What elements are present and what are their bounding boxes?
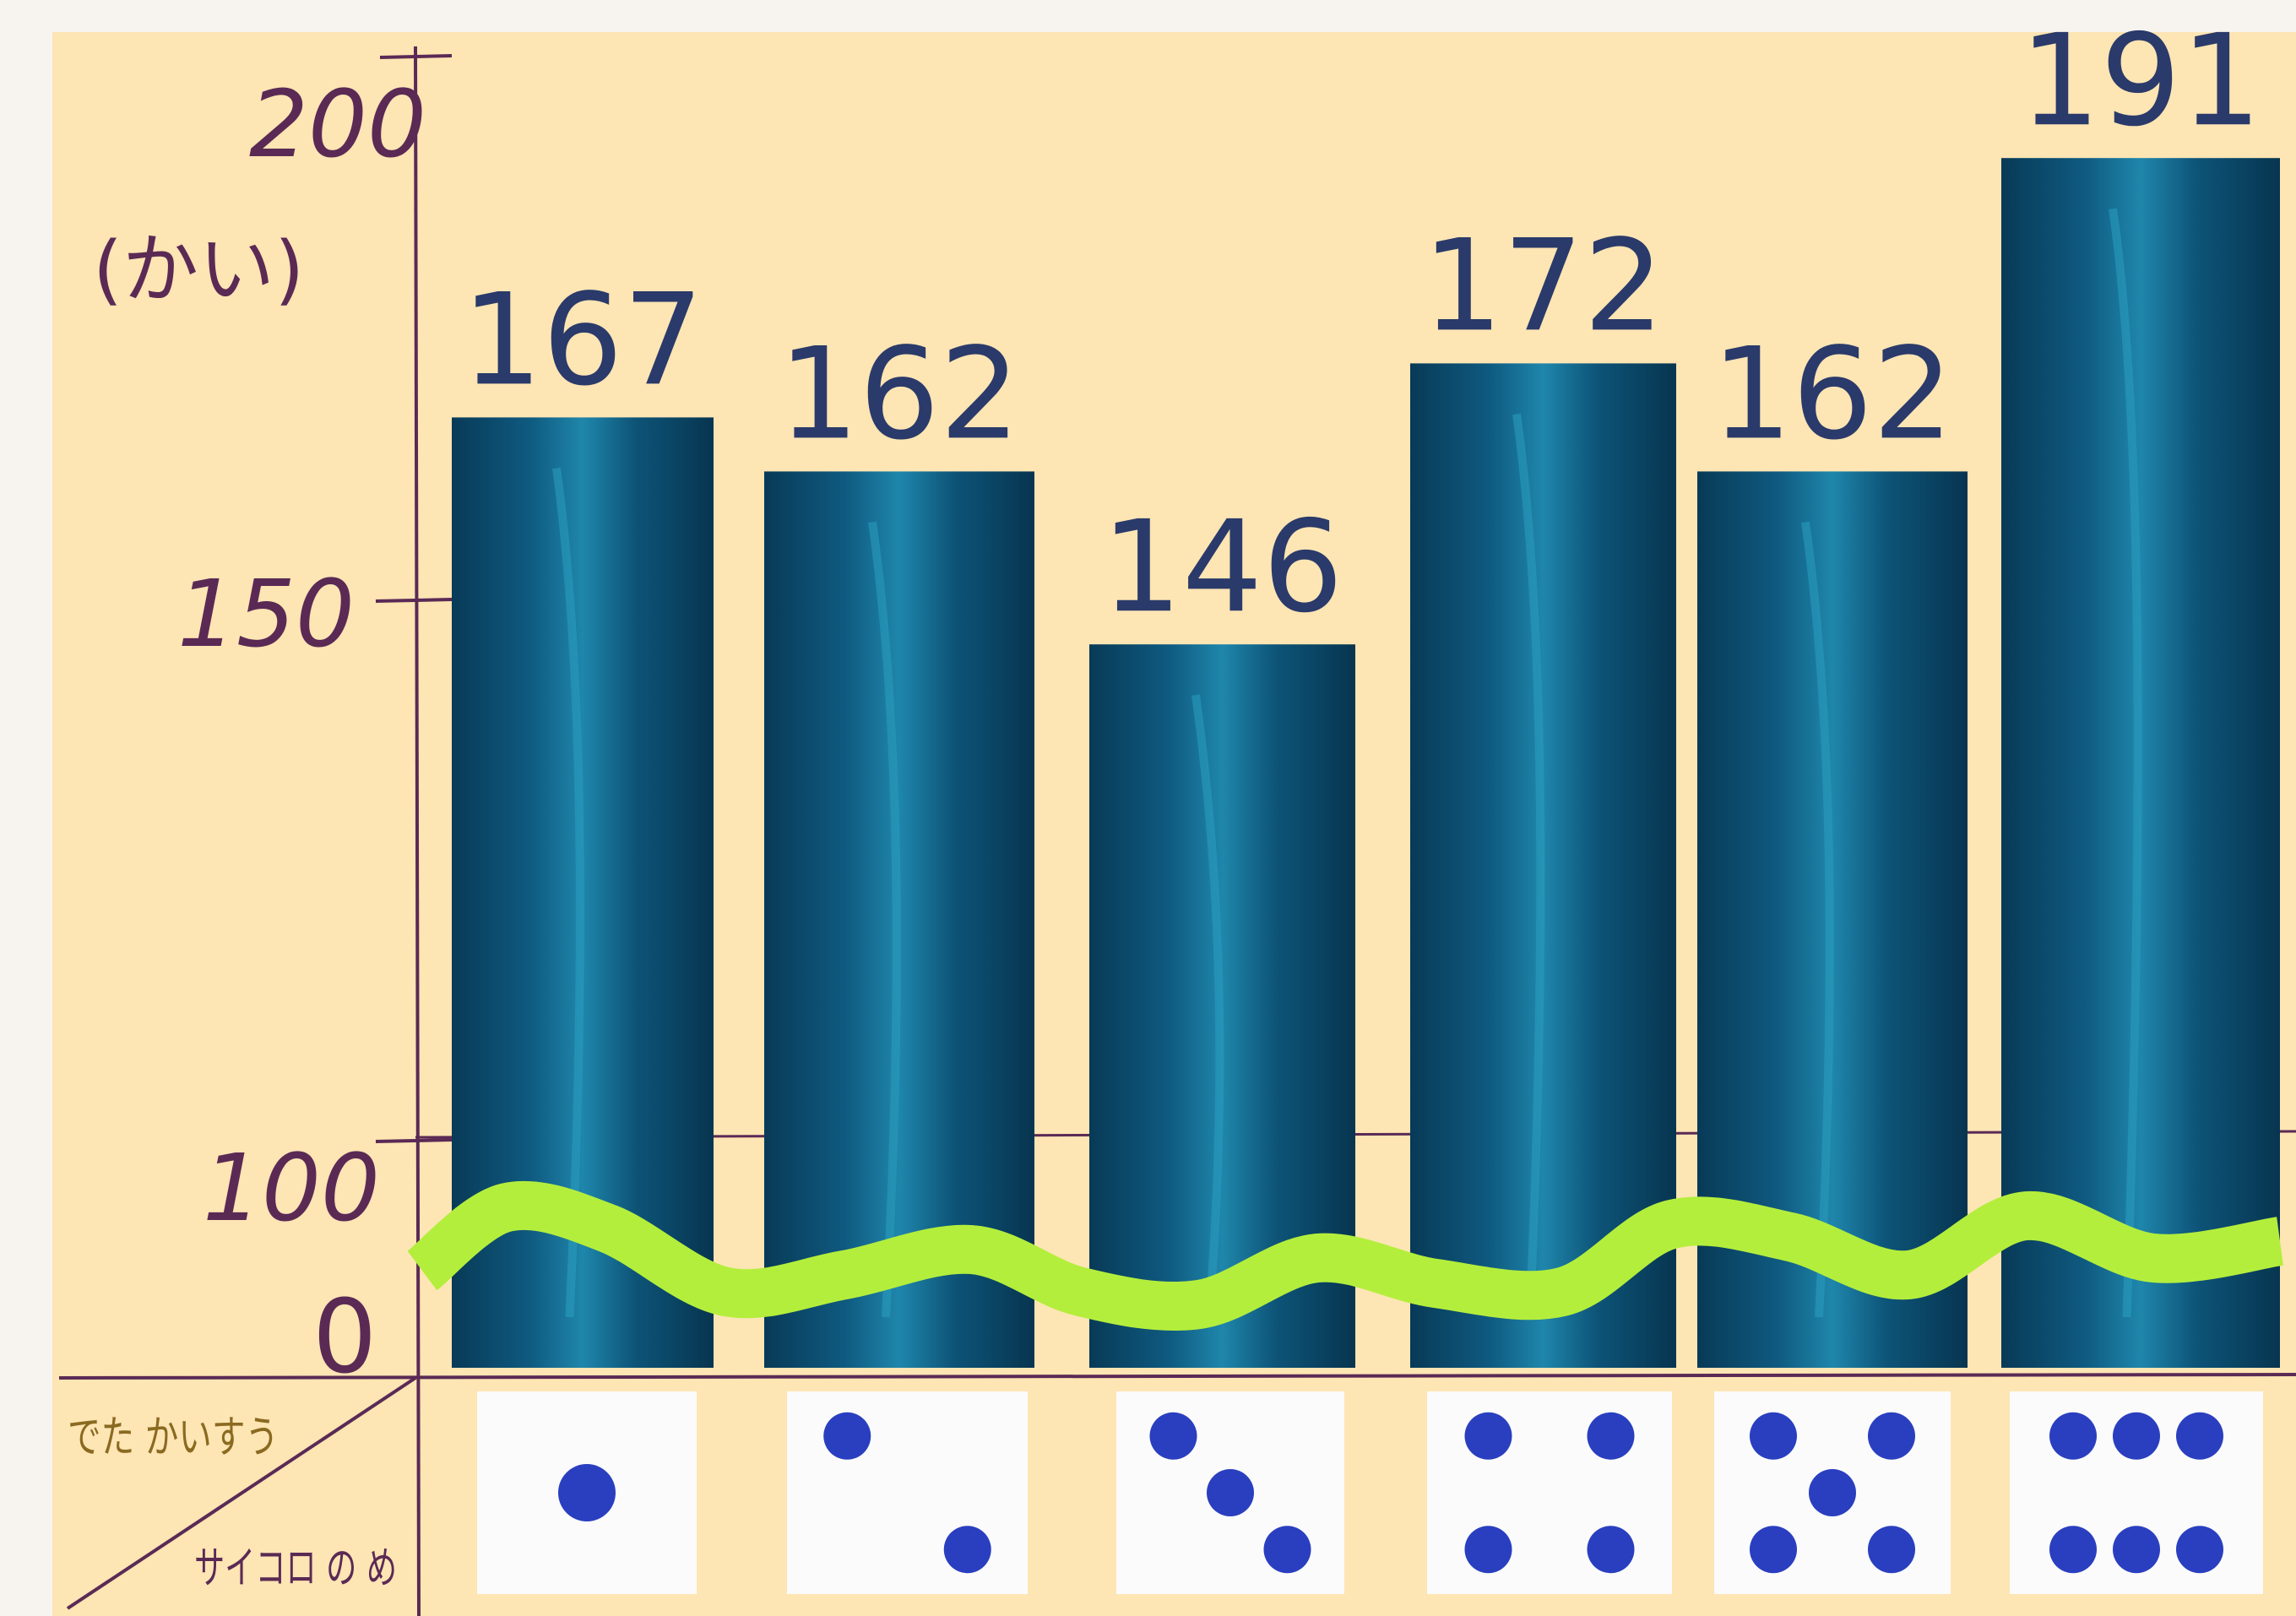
dice-pip	[823, 1412, 871, 1460]
dice-pip	[1868, 1412, 1915, 1460]
tick-150	[375, 598, 453, 603]
y-axis	[414, 46, 421, 1616]
value-label-3: 146	[1101, 494, 1343, 641]
dice-pip	[1464, 1412, 1512, 1460]
tick-200	[379, 54, 453, 59]
value-label-6: 191	[2020, 8, 2261, 155]
corner-label-bottom: サイコロ の め	[194, 1543, 397, 1594]
bar-sheen-1	[552, 467, 584, 1318]
dice-card-4	[1427, 1391, 1672, 1594]
axis-break-band	[406, 1180, 2284, 1331]
dice-pip	[2176, 1412, 2223, 1460]
dice-pip	[943, 1526, 991, 1574]
bar-sheen-2	[868, 521, 901, 1318]
tick-100	[375, 1138, 453, 1143]
dice-card-2	[787, 1391, 1028, 1594]
bar-sheen-4	[1512, 413, 1545, 1318]
y-tick-label-200: 200	[249, 70, 426, 178]
dice-pip	[1207, 1469, 1254, 1516]
dice-pip	[1587, 1412, 1635, 1460]
bar-sheen-3	[1191, 694, 1224, 1318]
dice-pip	[558, 1464, 616, 1521]
gridline-100	[415, 1130, 2296, 1139]
y-tick-label-0: 0	[312, 1279, 377, 1396]
dice-pip	[2049, 1526, 2097, 1574]
dice-pip	[1750, 1526, 1797, 1574]
dice-pip	[1809, 1469, 1856, 1516]
corner-label-top: でた かいすう	[68, 1413, 279, 1463]
value-label-2: 162	[779, 321, 1020, 468]
dice-pip	[1149, 1412, 1197, 1460]
dice-pip	[1750, 1412, 1797, 1460]
y-axis-label: (かい)	[93, 225, 304, 314]
dice-pip	[1263, 1526, 1311, 1574]
dice-pip	[2113, 1526, 2160, 1574]
bar-sheen-6	[2109, 208, 2142, 1318]
value-label-5: 162	[1712, 321, 1953, 468]
y-tick-label-100: 100	[203, 1134, 380, 1242]
x-axis	[58, 1373, 2296, 1380]
dice-pip	[2113, 1412, 2160, 1460]
value-label-1: 167	[462, 267, 703, 414]
dice-pip	[2176, 1526, 2223, 1574]
bar-sheen-5	[1801, 521, 1834, 1318]
dice-pip	[2049, 1412, 2097, 1460]
y-tick-label-150: 150	[177, 560, 355, 668]
dice-pip	[1587, 1526, 1635, 1574]
dice-pip	[1868, 1526, 1915, 1574]
bars-group	[452, 158, 2280, 1369]
corner-diagonal	[66, 1376, 417, 1610]
dice-pip	[1464, 1526, 1512, 1574]
dice-labels-group	[477, 1391, 2263, 1594]
value-labels-group: 167 162 146 172 162 191	[462, 8, 2261, 641]
value-label-4: 172	[1422, 213, 1664, 360]
